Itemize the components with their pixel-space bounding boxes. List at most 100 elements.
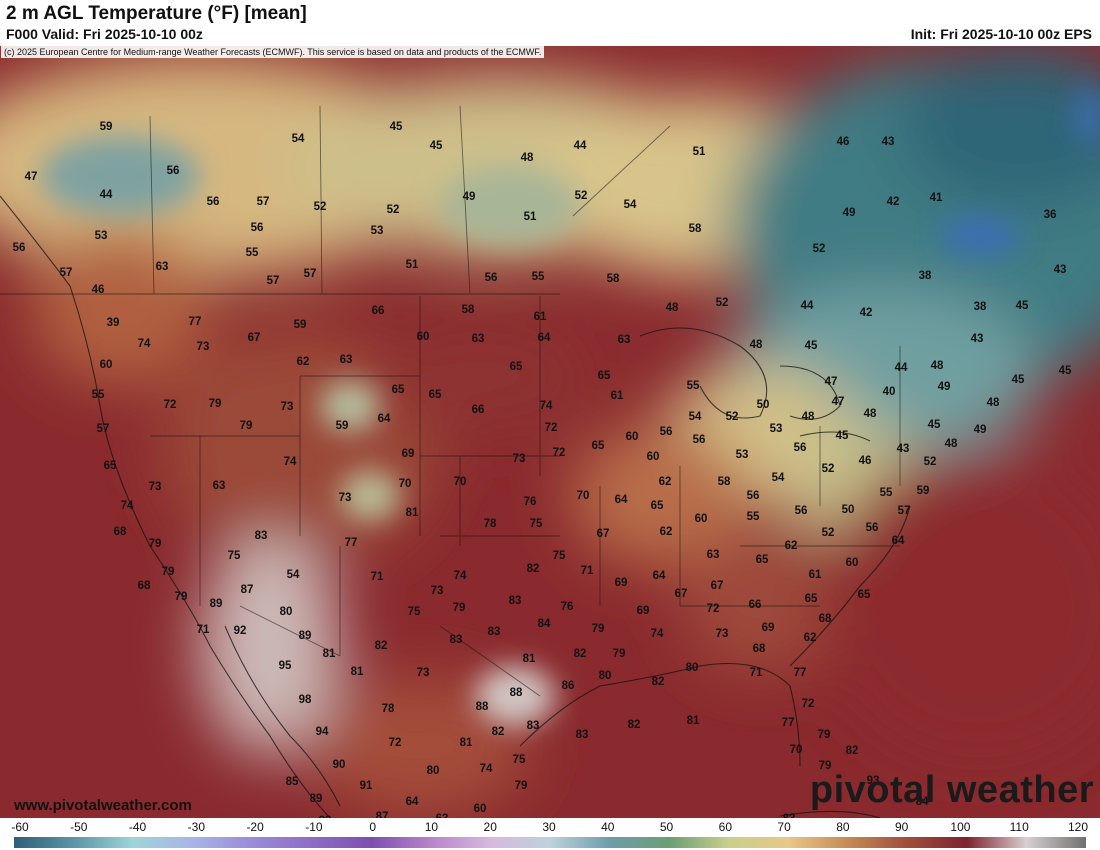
temperature-value: 56 bbox=[794, 505, 808, 517]
temperature-value: 62 bbox=[803, 632, 817, 644]
temperature-value: 82 bbox=[526, 563, 540, 575]
temperature-value: 45 bbox=[927, 419, 941, 431]
temperature-value: 52 bbox=[313, 201, 327, 213]
temperature-value: 66 bbox=[748, 599, 762, 611]
temperature-value: 48 bbox=[863, 408, 877, 420]
temperature-value: 54 bbox=[291, 133, 305, 145]
temperature-value: 81 bbox=[322, 648, 336, 660]
temperature-value: 56 bbox=[793, 442, 807, 454]
temperature-value: 76 bbox=[523, 496, 537, 508]
map-background bbox=[0, 46, 1100, 818]
temperature-value: 54 bbox=[286, 569, 300, 581]
colorbar-tick-label: -50 bbox=[70, 820, 88, 834]
temperature-value: 36 bbox=[1043, 209, 1057, 221]
temperature-value: 69 bbox=[636, 605, 650, 617]
colorbar-tick-label: 70 bbox=[777, 820, 791, 834]
temperature-value: 83 bbox=[783, 813, 796, 818]
temperature-value: 98 bbox=[298, 694, 312, 706]
temperature-value: 49 bbox=[973, 424, 987, 436]
colorbar-tick-label: 0 bbox=[369, 820, 376, 834]
temperature-value: 89 bbox=[209, 598, 223, 610]
temperature-value: 63 bbox=[617, 334, 631, 346]
temperature-value: 48 bbox=[749, 339, 763, 351]
temperature-value: 73 bbox=[715, 628, 729, 640]
temperature-value: 70 bbox=[398, 478, 412, 490]
colorbar-tick-label: -10 bbox=[305, 820, 323, 834]
temperature-value: 73 bbox=[148, 481, 162, 493]
temperature-value: 88 bbox=[475, 701, 489, 713]
temperature-value: 45 bbox=[835, 430, 849, 442]
temperature-value: 74 bbox=[453, 570, 467, 582]
temperature-value: 76 bbox=[560, 601, 574, 613]
temperature-value: 43 bbox=[1053, 264, 1067, 276]
temperature-value: 47 bbox=[24, 171, 38, 183]
temperature-value: 80 bbox=[598, 670, 612, 682]
temperature-value: 83 bbox=[449, 634, 463, 646]
temperature-value: 83 bbox=[575, 729, 589, 741]
temperature-value: 73 bbox=[280, 401, 294, 413]
temperature-value: 82 bbox=[651, 676, 665, 688]
temperature-value: 44 bbox=[894, 362, 908, 374]
temperature-value: 64 bbox=[405, 796, 419, 808]
colorbar-tick-label: 50 bbox=[659, 820, 674, 834]
temperature-value: 52 bbox=[923, 456, 937, 468]
temperature-value: 47 bbox=[824, 376, 838, 388]
temperature-value: 57 bbox=[266, 275, 280, 287]
temperature-value: 92 bbox=[233, 625, 247, 637]
temperature-value: 79 bbox=[208, 398, 222, 410]
temperature-value: 49 bbox=[842, 207, 856, 219]
temperature-value: 51 bbox=[692, 146, 706, 158]
temperature-value: 71 bbox=[749, 667, 763, 679]
temperature-value: 61 bbox=[610, 390, 624, 402]
temperature-value: 69 bbox=[401, 448, 415, 460]
temperature-value: 84 bbox=[915, 796, 929, 808]
temperature-value: 89 bbox=[309, 793, 323, 805]
copyright-notice: (c) 2025 European Centre for Medium-rang… bbox=[1, 46, 545, 58]
temperature-value: 44 bbox=[573, 140, 587, 152]
temperature-value: 65 bbox=[857, 589, 871, 601]
temperature-value: 82 bbox=[845, 745, 859, 757]
temperature-value: 83 bbox=[508, 595, 522, 607]
temperature-value: 62 bbox=[296, 356, 310, 368]
colorbar bbox=[14, 837, 1086, 848]
colorbar-tick-label: -20 bbox=[246, 820, 264, 834]
chart-title: 2 m AGL Temperature (°F) [mean] bbox=[6, 3, 307, 24]
temperature-value: 78 bbox=[483, 518, 497, 530]
temperature-value: 56 bbox=[166, 165, 180, 177]
temperature-value: 52 bbox=[574, 190, 588, 202]
temperature-value: 81 bbox=[686, 715, 700, 727]
temperature-value: 90 bbox=[332, 759, 346, 771]
website-label: www.pivotalweather.com bbox=[14, 797, 192, 814]
temperature-value: 58 bbox=[717, 476, 731, 488]
temperature-value: 88 bbox=[509, 687, 523, 699]
temperature-value: 95 bbox=[278, 660, 292, 672]
temperature-value: 72 bbox=[544, 422, 558, 434]
temperature-value: 73 bbox=[338, 492, 352, 504]
temperature-value: 43 bbox=[970, 333, 984, 345]
temperature-value: 43 bbox=[896, 443, 910, 455]
temperature-value: 55 bbox=[686, 380, 700, 392]
colorbar-legend: -60 -50 -40 -30 -20 -10 0 10 20 30 40 50 60 70 80 90 100… bbox=[0, 818, 1100, 850]
temperature-value: 56 bbox=[484, 272, 498, 284]
temperature-value: 49 bbox=[937, 381, 951, 393]
temperature-value: 82 bbox=[374, 640, 388, 652]
temperature-value: 55 bbox=[91, 389, 105, 401]
temperature-value: 77 bbox=[344, 537, 358, 549]
colorbar-tick-label: 10 bbox=[424, 820, 439, 834]
temperature-value: 67 bbox=[710, 580, 724, 592]
temperature-value: 56 bbox=[659, 426, 673, 438]
temperature-value: 56 bbox=[692, 434, 706, 446]
temperature-value: 41 bbox=[929, 192, 943, 204]
temperature-value: 51 bbox=[405, 259, 419, 271]
temperature-value: 48 bbox=[944, 438, 958, 450]
temperature-value: 82 bbox=[573, 648, 587, 660]
temperature-value: 70 bbox=[453, 476, 467, 488]
temperature-value: 63 bbox=[155, 261, 169, 273]
temperature-value: 55 bbox=[245, 247, 259, 259]
colorbar-tick-label: 60 bbox=[718, 820, 733, 834]
temperature-value: 54 bbox=[688, 411, 702, 423]
temperature-value: 48 bbox=[801, 411, 815, 423]
temperature-value: 79 bbox=[239, 420, 253, 432]
temperature-value: 62 bbox=[658, 476, 672, 488]
temperature-value: 65 bbox=[391, 384, 405, 396]
